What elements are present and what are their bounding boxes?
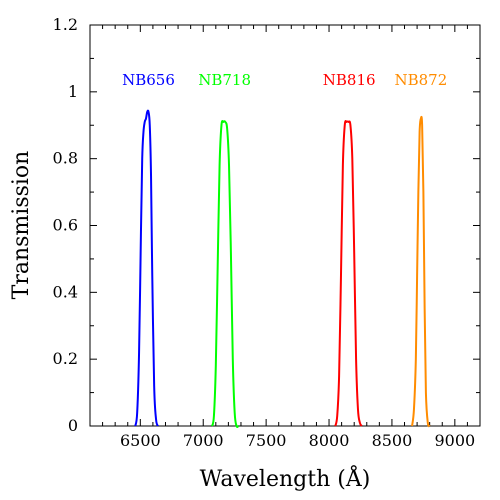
y-tick-label: 0.2 bbox=[53, 349, 78, 368]
series-labels: NB656 NB718 NB816 NB872 bbox=[122, 71, 447, 89]
x-axis-label: Wavelength (Å) bbox=[200, 464, 371, 492]
y-tick-label: 1.2 bbox=[53, 15, 78, 34]
series-label-nb718: NB718 bbox=[198, 71, 251, 89]
series-line-nb718 bbox=[211, 120, 240, 428]
x-tick-label: 9000 bbox=[434, 431, 475, 450]
series-line-nb816 bbox=[334, 120, 363, 427]
y-tick-label: 0.4 bbox=[53, 282, 78, 301]
series-line-nb872 bbox=[411, 115, 431, 428]
series-label-nb816: NB816 bbox=[323, 71, 376, 89]
y-axis-label: Transmission bbox=[9, 151, 34, 300]
series-label-nb656: NB656 bbox=[122, 71, 175, 89]
x-tick-label: 7000 bbox=[183, 431, 224, 450]
axis-ticks bbox=[89, 24, 481, 427]
x-tick-label: 6500 bbox=[120, 431, 161, 450]
x-tick-label: 8500 bbox=[372, 431, 413, 450]
y-tick-label: 0.6 bbox=[53, 216, 78, 235]
y-tick-label: 0 bbox=[68, 416, 78, 435]
y-tick-label: 1 bbox=[68, 82, 78, 101]
data-series bbox=[134, 109, 431, 428]
x-tick-label: 7500 bbox=[246, 431, 287, 450]
x-tick-label: 8000 bbox=[309, 431, 350, 450]
axis-tick-labels: 6500 7000 7500 8000 8500 9000 0 0.2 0.4 0.6 0.8 1 1.… bbox=[53, 15, 476, 450]
series-line-nb656 bbox=[134, 109, 159, 427]
series-label-nb872: NB872 bbox=[394, 71, 447, 89]
y-tick-label: 0.8 bbox=[53, 149, 78, 168]
